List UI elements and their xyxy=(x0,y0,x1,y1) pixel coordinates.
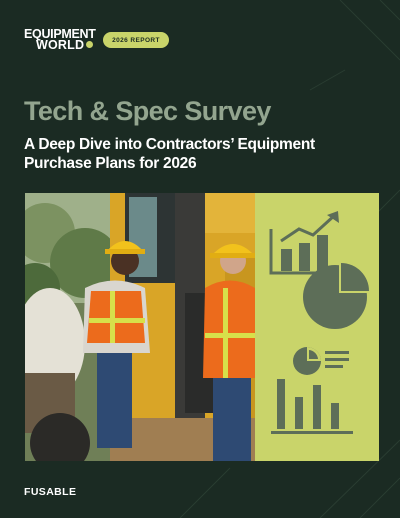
page-subtitle: A Deep Dive into Contractors’ Equipment … xyxy=(24,136,315,172)
logo-line-2: WORLD xyxy=(36,38,85,52)
logo-dot-icon xyxy=(86,41,94,48)
pie-chart-icon xyxy=(303,259,373,329)
logo-line-1: EQUIPMENT xyxy=(24,27,96,41)
report-year-badge: 2026 REPORT xyxy=(103,32,169,48)
dashboard-report-icon xyxy=(271,347,353,434)
cover-photo xyxy=(25,193,255,461)
equipment-world-logo: EQUIPMENT WORLD xyxy=(24,27,96,52)
growth-bar-chart-icon xyxy=(269,211,339,275)
page-title: Tech & Spec Survey xyxy=(24,96,271,126)
icon-panel xyxy=(255,193,379,461)
sponsor-logo: FUSABLE xyxy=(24,486,77,498)
